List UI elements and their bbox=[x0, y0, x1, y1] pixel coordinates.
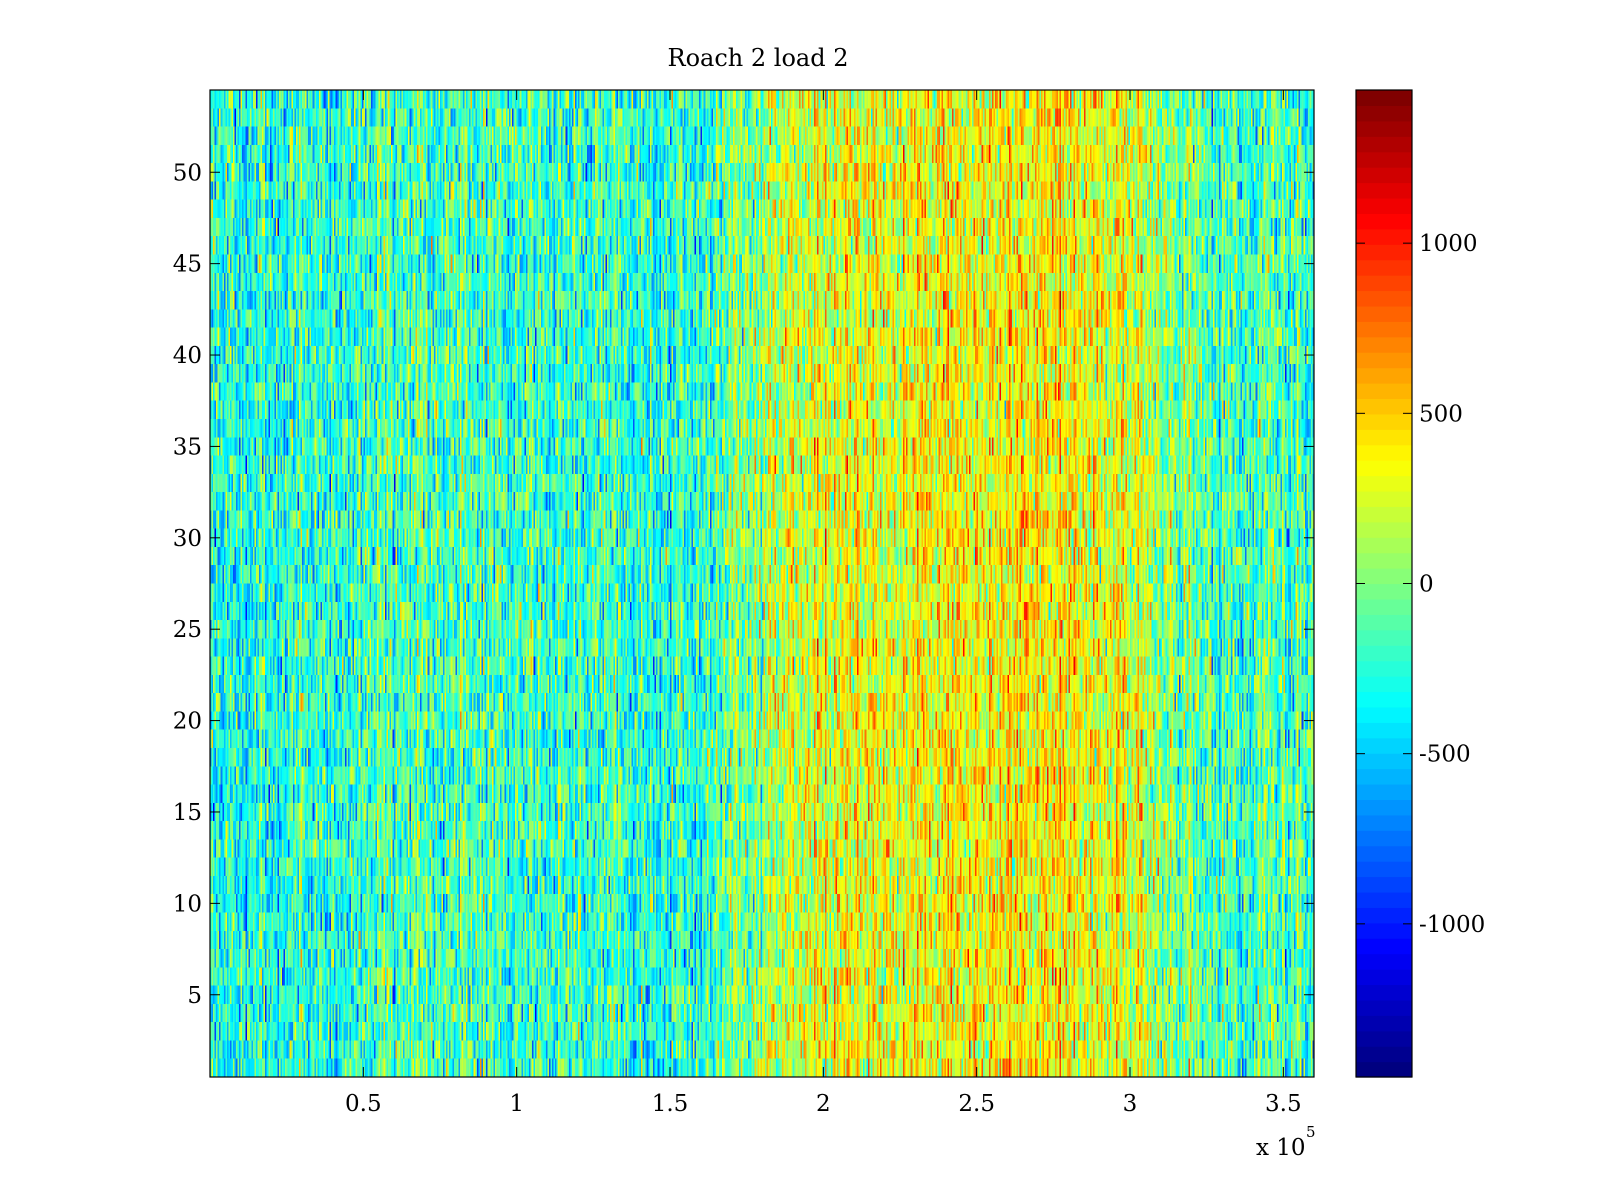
colorbar-tick-label: 0 bbox=[1419, 572, 1434, 598]
y-tick-label: 5 bbox=[187, 983, 202, 1009]
colorbar-segment bbox=[1356, 120, 1412, 137]
x-tick-label: 2 bbox=[816, 1091, 831, 1117]
colorbar-segment bbox=[1356, 151, 1412, 168]
y-tick-label: 50 bbox=[173, 160, 202, 186]
colorbar-segment bbox=[1356, 429, 1412, 446]
colorbar-segment bbox=[1356, 830, 1412, 847]
plot-area-frame bbox=[209, 89, 1315, 1078]
colorbar-segment bbox=[1356, 876, 1412, 893]
y-tick-label: 15 bbox=[173, 800, 202, 826]
colorbar-segment bbox=[1356, 861, 1412, 878]
y-tick-label: 40 bbox=[173, 343, 202, 369]
colorbar-segment bbox=[1356, 768, 1412, 785]
x-tick-label: 0.5 bbox=[345, 1091, 382, 1117]
colorbar-segment bbox=[1356, 1015, 1412, 1032]
x-multiplier-base: x 10 bbox=[1256, 1135, 1306, 1161]
colorbar-segment bbox=[1356, 521, 1412, 538]
colorbar-segment bbox=[1356, 891, 1412, 908]
colorbar-segment bbox=[1356, 953, 1412, 970]
colorbar-segment bbox=[1356, 845, 1412, 862]
colorbar-segment bbox=[1356, 583, 1412, 600]
colorbar-segment bbox=[1356, 907, 1412, 924]
colorbar-segment bbox=[1356, 814, 1412, 831]
heatmap-image bbox=[210, 90, 1314, 1077]
y-tick-label: 35 bbox=[173, 434, 202, 460]
colorbar-segment bbox=[1356, 259, 1412, 276]
colorbar-segment bbox=[1356, 552, 1412, 569]
colorbar-segment bbox=[1356, 645, 1412, 662]
colorbar-segment bbox=[1356, 336, 1412, 353]
colorbar-tick-label: -1000 bbox=[1419, 912, 1485, 938]
x-tick-label: 1.5 bbox=[652, 1091, 689, 1117]
y-tick-label: 20 bbox=[173, 709, 202, 735]
colorbar-segment bbox=[1356, 660, 1412, 677]
y-tick-label: 25 bbox=[173, 617, 202, 643]
colorbar bbox=[1356, 90, 1412, 1078]
colorbar-tick-label: 500 bbox=[1419, 401, 1463, 427]
colorbar-segment bbox=[1356, 691, 1412, 708]
colorbar-segment bbox=[1356, 1030, 1412, 1047]
colorbar-segment bbox=[1356, 413, 1412, 430]
colorbar-segment bbox=[1356, 999, 1412, 1016]
colorbar-segment bbox=[1356, 275, 1412, 292]
colorbar-segment bbox=[1356, 305, 1412, 322]
x-axis-multiplier: x 10 5 bbox=[1256, 1123, 1316, 1161]
colorbar-segment bbox=[1356, 629, 1412, 646]
colorbar-segment bbox=[1356, 167, 1412, 184]
colorbar-segment bbox=[1356, 753, 1412, 770]
y-tick-label: 45 bbox=[173, 252, 202, 278]
colorbar-segment bbox=[1356, 1061, 1412, 1078]
x-tick-label: 2.5 bbox=[958, 1091, 995, 1117]
colorbar-segment bbox=[1356, 676, 1412, 693]
colorbar-segment bbox=[1356, 228, 1412, 245]
colorbar-tick-label: -500 bbox=[1419, 742, 1471, 768]
colorbar-tick-label: 1000 bbox=[1419, 231, 1478, 257]
colorbar-axis: -1000 -500 0 500 1000 bbox=[1356, 231, 1485, 938]
colorbar-segment bbox=[1356, 799, 1412, 816]
colorbar-segment bbox=[1356, 506, 1412, 523]
x-multiplier-exponent: 5 bbox=[1306, 1123, 1316, 1141]
x-tick-label: 3.5 bbox=[1265, 1091, 1302, 1117]
chart-title: Roach 2 load 2 bbox=[668, 44, 849, 72]
y-tick-label: 10 bbox=[173, 891, 202, 917]
x-tick-label: 1 bbox=[509, 1091, 524, 1117]
colorbar-segment bbox=[1356, 783, 1412, 801]
colorbar-segment bbox=[1356, 460, 1412, 477]
colorbar-segment bbox=[1356, 706, 1412, 723]
colorbar-segment bbox=[1356, 737, 1412, 754]
colorbar-segment bbox=[1356, 90, 1412, 107]
colorbar-segment bbox=[1356, 321, 1412, 338]
colorbar-segment bbox=[1356, 984, 1412, 1001]
colorbar-segment bbox=[1356, 244, 1412, 261]
colorbar-segment bbox=[1356, 475, 1412, 492]
colorbar-segment bbox=[1356, 1046, 1412, 1063]
colorbar-segment bbox=[1356, 398, 1412, 415]
colorbar-segment bbox=[1356, 598, 1412, 615]
colorbar-segment bbox=[1356, 568, 1412, 585]
x-tick-label: 3 bbox=[1123, 1091, 1138, 1117]
y-tick-label: 30 bbox=[173, 526, 202, 552]
colorbar-segment bbox=[1356, 290, 1412, 307]
heatmap-cells bbox=[210, 90, 1314, 1077]
y-axis: 5 10 15 20 25 30 35 40 45 50 bbox=[173, 160, 1314, 1009]
colorbar-segment bbox=[1356, 105, 1412, 122]
colorbar-segment bbox=[1356, 444, 1412, 461]
colorbar-segment bbox=[1356, 490, 1412, 507]
x-axis: 0.5 1 1.5 2 2.5 3 3.5 bbox=[345, 90, 1302, 1117]
colorbar-segment bbox=[1356, 182, 1412, 199]
colorbar-segment bbox=[1356, 922, 1412, 939]
colorbar-segment bbox=[1356, 197, 1412, 214]
colorbar-segment bbox=[1356, 722, 1412, 739]
colorbar-segment bbox=[1356, 367, 1412, 384]
colorbar-segment bbox=[1356, 136, 1412, 153]
colorbar-segment bbox=[1356, 537, 1412, 554]
colorbar-segment bbox=[1356, 213, 1412, 230]
colorbar-segment bbox=[1356, 383, 1412, 400]
colorbar-segment bbox=[1356, 614, 1412, 631]
colorbar-segment bbox=[1356, 352, 1412, 369]
colorbar-segment bbox=[1356, 969, 1412, 986]
colorbar-segment bbox=[1356, 938, 1412, 955]
